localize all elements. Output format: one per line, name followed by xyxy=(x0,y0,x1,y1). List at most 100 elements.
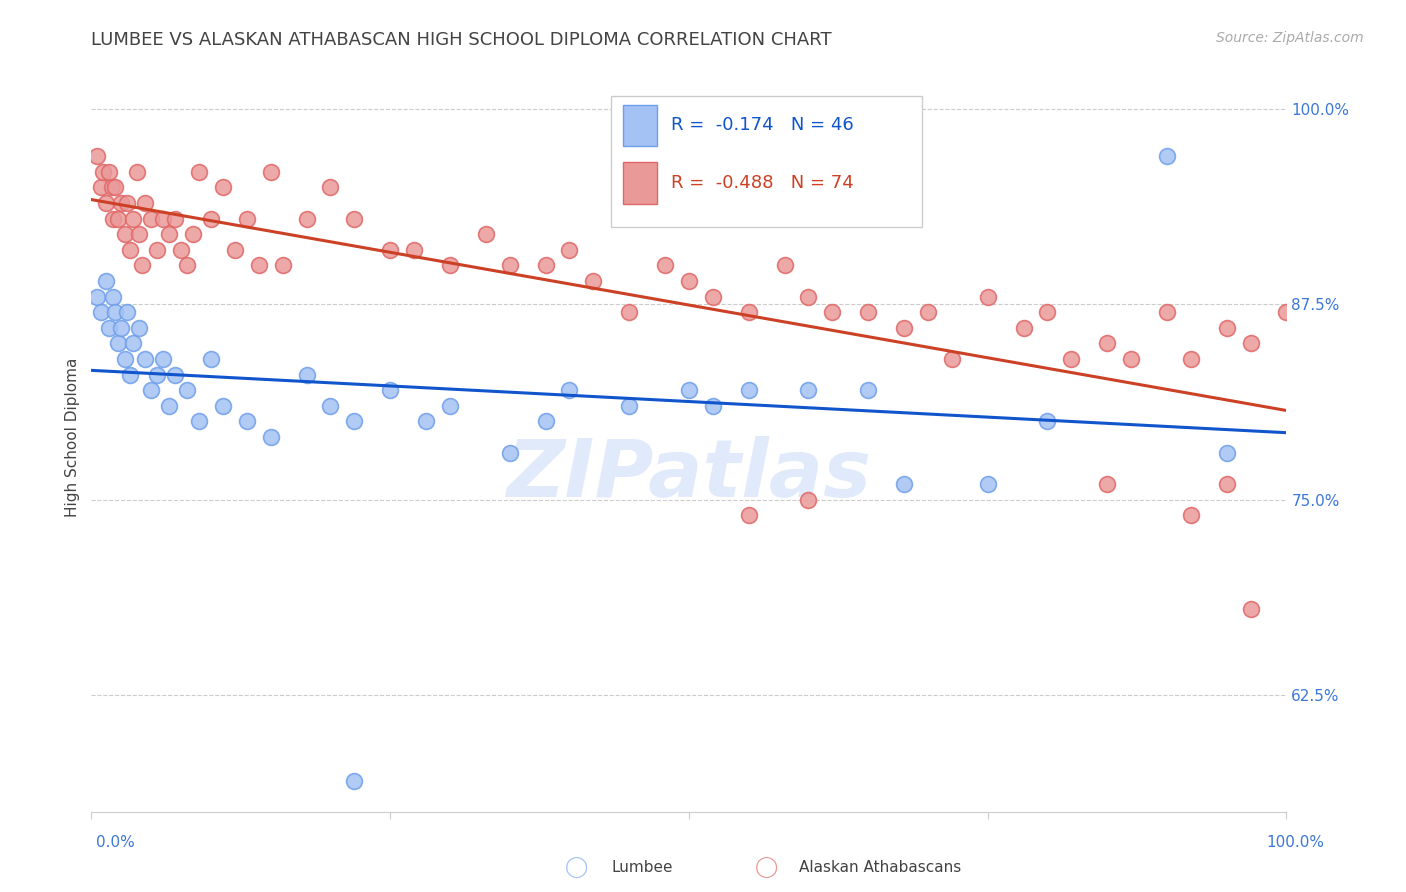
Point xyxy=(224,243,246,257)
Point xyxy=(1097,477,1119,491)
Point xyxy=(498,446,520,460)
Point xyxy=(1180,351,1202,366)
Point xyxy=(295,368,318,382)
Text: 100.0%: 100.0% xyxy=(1267,836,1324,850)
Point xyxy=(1097,336,1119,351)
Point xyxy=(941,351,963,366)
Point xyxy=(1156,305,1178,319)
Point xyxy=(797,289,820,303)
Point xyxy=(200,211,222,226)
Point xyxy=(176,258,198,272)
Point xyxy=(797,492,820,507)
Point xyxy=(415,414,437,429)
Point xyxy=(558,243,581,257)
Point xyxy=(702,399,724,413)
Point xyxy=(86,149,108,163)
Point xyxy=(343,414,366,429)
Point xyxy=(187,414,211,429)
Point xyxy=(104,305,127,319)
Point xyxy=(128,227,150,241)
Point xyxy=(259,164,281,178)
Point xyxy=(737,384,759,398)
Point xyxy=(107,336,129,351)
Point xyxy=(474,227,498,241)
Point xyxy=(1012,320,1035,334)
Point xyxy=(100,180,122,194)
Text: ◯: ◯ xyxy=(755,856,778,878)
Point xyxy=(271,258,294,272)
Text: ZIPatlas: ZIPatlas xyxy=(506,435,872,514)
Point xyxy=(343,211,366,226)
Point xyxy=(187,164,211,178)
Point xyxy=(146,368,169,382)
Text: Source: ZipAtlas.com: Source: ZipAtlas.com xyxy=(1216,31,1364,45)
Point xyxy=(170,243,193,257)
Point xyxy=(582,274,605,288)
Point xyxy=(1060,351,1083,366)
Point xyxy=(1036,414,1059,429)
Point xyxy=(157,227,180,241)
Point xyxy=(319,180,342,194)
Point xyxy=(654,258,676,272)
Text: Lumbee: Lumbee xyxy=(612,860,673,874)
Text: R =  -0.488   N = 74: R = -0.488 N = 74 xyxy=(671,174,853,192)
Point xyxy=(211,180,233,194)
Point xyxy=(141,384,162,398)
Point xyxy=(1215,446,1237,460)
Point xyxy=(152,351,174,366)
Point xyxy=(118,243,141,257)
Point xyxy=(797,384,820,398)
Point xyxy=(128,320,150,334)
Point xyxy=(131,258,153,272)
Point xyxy=(678,274,700,288)
Point xyxy=(1215,320,1237,334)
Point xyxy=(211,399,233,413)
Point xyxy=(1036,305,1059,319)
Point xyxy=(157,399,180,413)
Point xyxy=(498,258,520,272)
Point xyxy=(1275,305,1298,319)
Point xyxy=(107,211,129,226)
Text: ◯: ◯ xyxy=(565,856,588,878)
Point xyxy=(86,289,108,303)
Text: LUMBEE VS ALASKAN ATHABASCAN HIGH SCHOOL DIPLOMA CORRELATION CHART: LUMBEE VS ALASKAN ATHABASCAN HIGH SCHOOL… xyxy=(91,31,832,49)
Point xyxy=(134,351,156,366)
Point xyxy=(439,399,461,413)
Point xyxy=(1240,336,1263,351)
Point xyxy=(98,164,121,178)
Point xyxy=(737,305,759,319)
Point xyxy=(439,258,461,272)
Point xyxy=(93,164,114,178)
Point xyxy=(319,399,342,413)
Point xyxy=(90,305,112,319)
Point xyxy=(619,399,641,413)
Point xyxy=(534,414,557,429)
Point xyxy=(558,384,581,398)
Point xyxy=(976,289,998,303)
Point xyxy=(104,180,127,194)
Point xyxy=(678,384,700,398)
Point xyxy=(176,384,198,398)
Point xyxy=(1240,601,1263,615)
Point xyxy=(893,477,915,491)
Point xyxy=(115,196,138,211)
Text: 0.0%: 0.0% xyxy=(96,836,135,850)
Point xyxy=(378,384,402,398)
Point xyxy=(1119,351,1142,366)
Point xyxy=(101,289,124,303)
Point xyxy=(90,180,112,194)
Point xyxy=(110,196,132,211)
Point xyxy=(122,211,145,226)
Point xyxy=(152,211,174,226)
Text: R =  -0.174   N = 46: R = -0.174 N = 46 xyxy=(671,116,853,135)
Point xyxy=(146,243,169,257)
Point xyxy=(200,351,222,366)
Point xyxy=(619,305,641,319)
Point xyxy=(101,211,124,226)
Point xyxy=(181,227,204,241)
Bar xyxy=(623,104,657,146)
Point xyxy=(115,305,138,319)
Point xyxy=(141,211,162,226)
Point xyxy=(98,320,121,334)
Point xyxy=(114,227,136,241)
